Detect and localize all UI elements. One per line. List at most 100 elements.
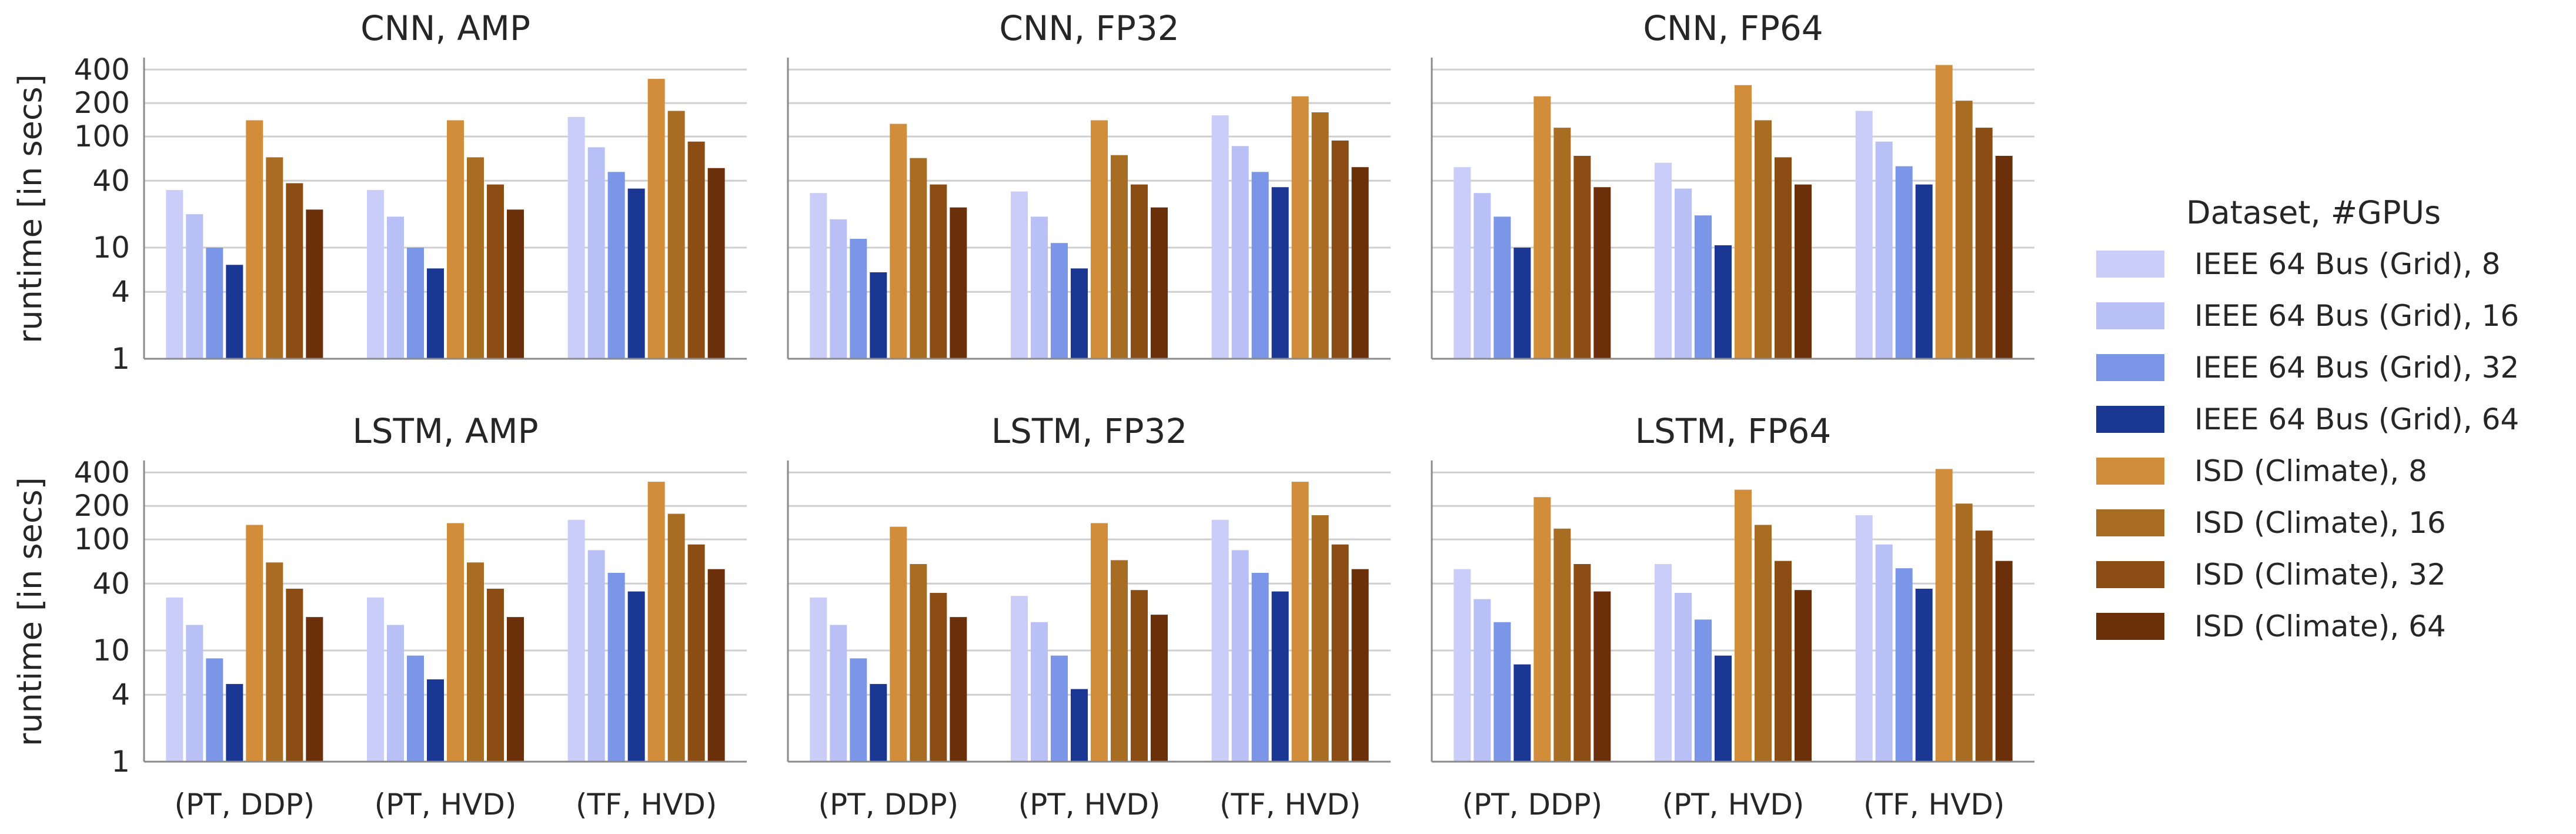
y-tick-label: 10 — [92, 231, 130, 265]
bar — [226, 683, 243, 762]
bar — [447, 120, 464, 359]
bar — [1755, 120, 1772, 359]
bar — [226, 265, 243, 359]
legend-entry: IEEE 64 Bus (Grid), 16 — [2194, 299, 2519, 333]
x-tick-label: (TF, HVD) — [576, 788, 717, 822]
bar — [830, 625, 847, 762]
bar — [1251, 172, 1269, 359]
y-tick-label: 1 — [111, 745, 130, 779]
legend-entry: IEEE 64 Bus (Grid), 64 — [2194, 402, 2519, 436]
bar — [467, 562, 484, 762]
bar — [427, 268, 444, 359]
bar — [687, 141, 705, 359]
bar — [627, 591, 645, 762]
x-tick-label: (PT, HVD) — [1662, 788, 1805, 822]
x-tick-label: (PT, DDP) — [1462, 788, 1603, 822]
bar — [587, 147, 605, 359]
bar — [1131, 590, 1148, 762]
x-tick-label: (PT, HVD) — [1018, 788, 1161, 822]
bar — [607, 172, 625, 359]
panel-title: LSTM, FP32 — [991, 411, 1188, 451]
bar — [950, 617, 967, 762]
legend-swatch — [2096, 302, 2164, 329]
bar — [1775, 157, 1792, 359]
y-tick-label: 40 — [92, 164, 130, 198]
bar — [387, 216, 404, 359]
y-tick-label: 100 — [74, 119, 130, 154]
bar — [950, 207, 967, 359]
bar — [1251, 572, 1269, 762]
legend-entry: IEEE 64 Bus (Grid), 8 — [2194, 247, 2500, 281]
bar — [387, 625, 404, 762]
bar — [1351, 167, 1369, 359]
bar — [1513, 248, 1531, 359]
bar — [507, 209, 524, 359]
bar — [1071, 268, 1088, 359]
bar — [447, 523, 464, 762]
bar — [627, 188, 645, 359]
bar — [1474, 193, 1491, 359]
bar — [850, 239, 867, 359]
bar — [1151, 615, 1168, 762]
y-tick-label: 100 — [74, 522, 130, 556]
bar — [1975, 128, 1993, 359]
bar — [1271, 591, 1289, 762]
bar — [206, 248, 223, 359]
bar — [1131, 184, 1148, 359]
bar — [567, 116, 585, 359]
bar — [1995, 155, 2013, 359]
bar — [1735, 489, 1752, 762]
bar — [1995, 561, 2013, 762]
bar — [1513, 664, 1531, 762]
bar — [870, 272, 887, 359]
bar — [1715, 245, 1732, 359]
bar — [407, 655, 424, 762]
bar — [1474, 599, 1491, 762]
legend-entry: IEEE 64 Bus (Grid), 32 — [2194, 351, 2519, 385]
y-tick-label: 40 — [92, 566, 130, 601]
bar — [1715, 655, 1732, 762]
bar — [1091, 523, 1108, 762]
legend-swatch — [2096, 354, 2164, 381]
bar — [166, 190, 183, 359]
bar — [567, 519, 585, 762]
bar — [1795, 184, 1812, 359]
bar — [870, 683, 887, 762]
bar — [206, 658, 223, 762]
bar — [1351, 569, 1369, 762]
x-tick-label: (TF, HVD) — [1219, 788, 1361, 822]
bar — [1755, 525, 1772, 762]
bar — [286, 183, 303, 359]
bar — [1331, 140, 1349, 359]
bar — [487, 184, 504, 359]
panel-title: LSTM, AMP — [352, 411, 538, 451]
bar — [1593, 591, 1611, 762]
bar — [1855, 515, 1873, 762]
bar — [1895, 166, 1913, 359]
bar — [1553, 128, 1571, 359]
bar — [1975, 531, 1993, 762]
bar — [1553, 528, 1571, 762]
bar — [667, 513, 685, 762]
bar — [1695, 619, 1712, 762]
bar — [1494, 216, 1511, 359]
bar — [1454, 167, 1471, 359]
bar — [487, 588, 504, 762]
bar — [1071, 689, 1088, 762]
y-tick-label: 200 — [74, 489, 130, 523]
bar — [910, 158, 927, 359]
bar — [1935, 469, 1953, 762]
legend-swatch — [2096, 458, 2164, 485]
bar — [1111, 155, 1128, 359]
bar — [1675, 188, 1692, 359]
bar — [246, 120, 263, 359]
bar — [1875, 141, 1893, 359]
bar — [930, 593, 947, 762]
bar — [266, 562, 283, 762]
legend-entry: ISD (Climate), 16 — [2194, 506, 2446, 540]
bar — [1331, 544, 1349, 762]
bar — [1271, 187, 1289, 359]
bar — [1795, 590, 1812, 762]
bar — [1231, 146, 1249, 359]
